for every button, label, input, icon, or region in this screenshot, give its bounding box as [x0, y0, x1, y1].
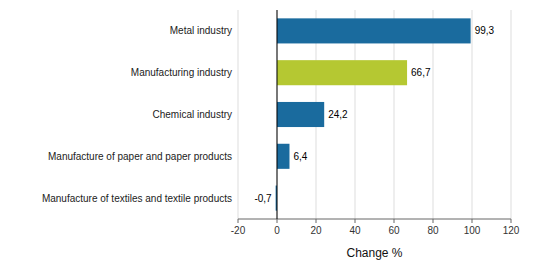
data-label: 6,4 — [293, 151, 307, 162]
category-label: Chemical industry — [153, 109, 232, 120]
bar — [277, 102, 324, 127]
tick-label: 80 — [427, 225, 439, 236]
bar — [277, 60, 407, 85]
bars — [276, 18, 471, 210]
y-axis: Manufacture of textiles and textile prod… — [42, 25, 232, 203]
data-labels: -0,7 6,4 24,2 66,7 99,3 — [254, 25, 494, 203]
grid — [238, 10, 511, 219]
tick-mark — [238, 219, 239, 223]
tick-label: 120 — [503, 225, 520, 236]
tick-mark — [277, 219, 278, 223]
tick-mark — [355, 219, 356, 223]
grid-line — [472, 10, 473, 219]
category-label: Manufacture of textiles and textile prod… — [42, 193, 232, 204]
bar — [277, 18, 471, 43]
tick-mark — [394, 219, 395, 223]
data-label: 99,3 — [475, 25, 495, 36]
data-label: 24,2 — [328, 109, 348, 120]
chart-container: -20 0 20 40 60 80 100 120 Change % Manufacture of… — [0, 0, 533, 265]
tick-label: -20 — [231, 225, 246, 236]
grid-line — [511, 10, 512, 219]
tick-label: 100 — [464, 225, 481, 236]
data-label: -0,7 — [254, 193, 272, 204]
zero-line — [277, 10, 278, 219]
category-label: Metal industry — [170, 25, 232, 36]
tick-mark — [472, 219, 473, 223]
x-axis-label: Change % — [346, 246, 402, 260]
tick-mark — [511, 219, 512, 223]
bar — [277, 144, 289, 169]
tick-label: 0 — [274, 225, 280, 236]
x-axis: -20 0 20 40 60 80 100 120 — [231, 219, 520, 236]
chart-svg: -20 0 20 40 60 80 100 120 Change % Manufacture of… — [0, 0, 533, 265]
x-axis-line — [238, 219, 511, 220]
tick-label: 40 — [349, 225, 361, 236]
category-label: Manufacturing industry — [131, 67, 232, 78]
data-label: 66,7 — [411, 67, 431, 78]
tick-label: 20 — [310, 225, 322, 236]
category-label: Manufacture of paper and paper products — [48, 151, 232, 162]
tick-mark — [316, 219, 317, 223]
tick-mark — [433, 219, 434, 223]
grid-line — [277, 10, 278, 219]
grid-line — [238, 10, 239, 219]
tick-label: 60 — [388, 225, 400, 236]
